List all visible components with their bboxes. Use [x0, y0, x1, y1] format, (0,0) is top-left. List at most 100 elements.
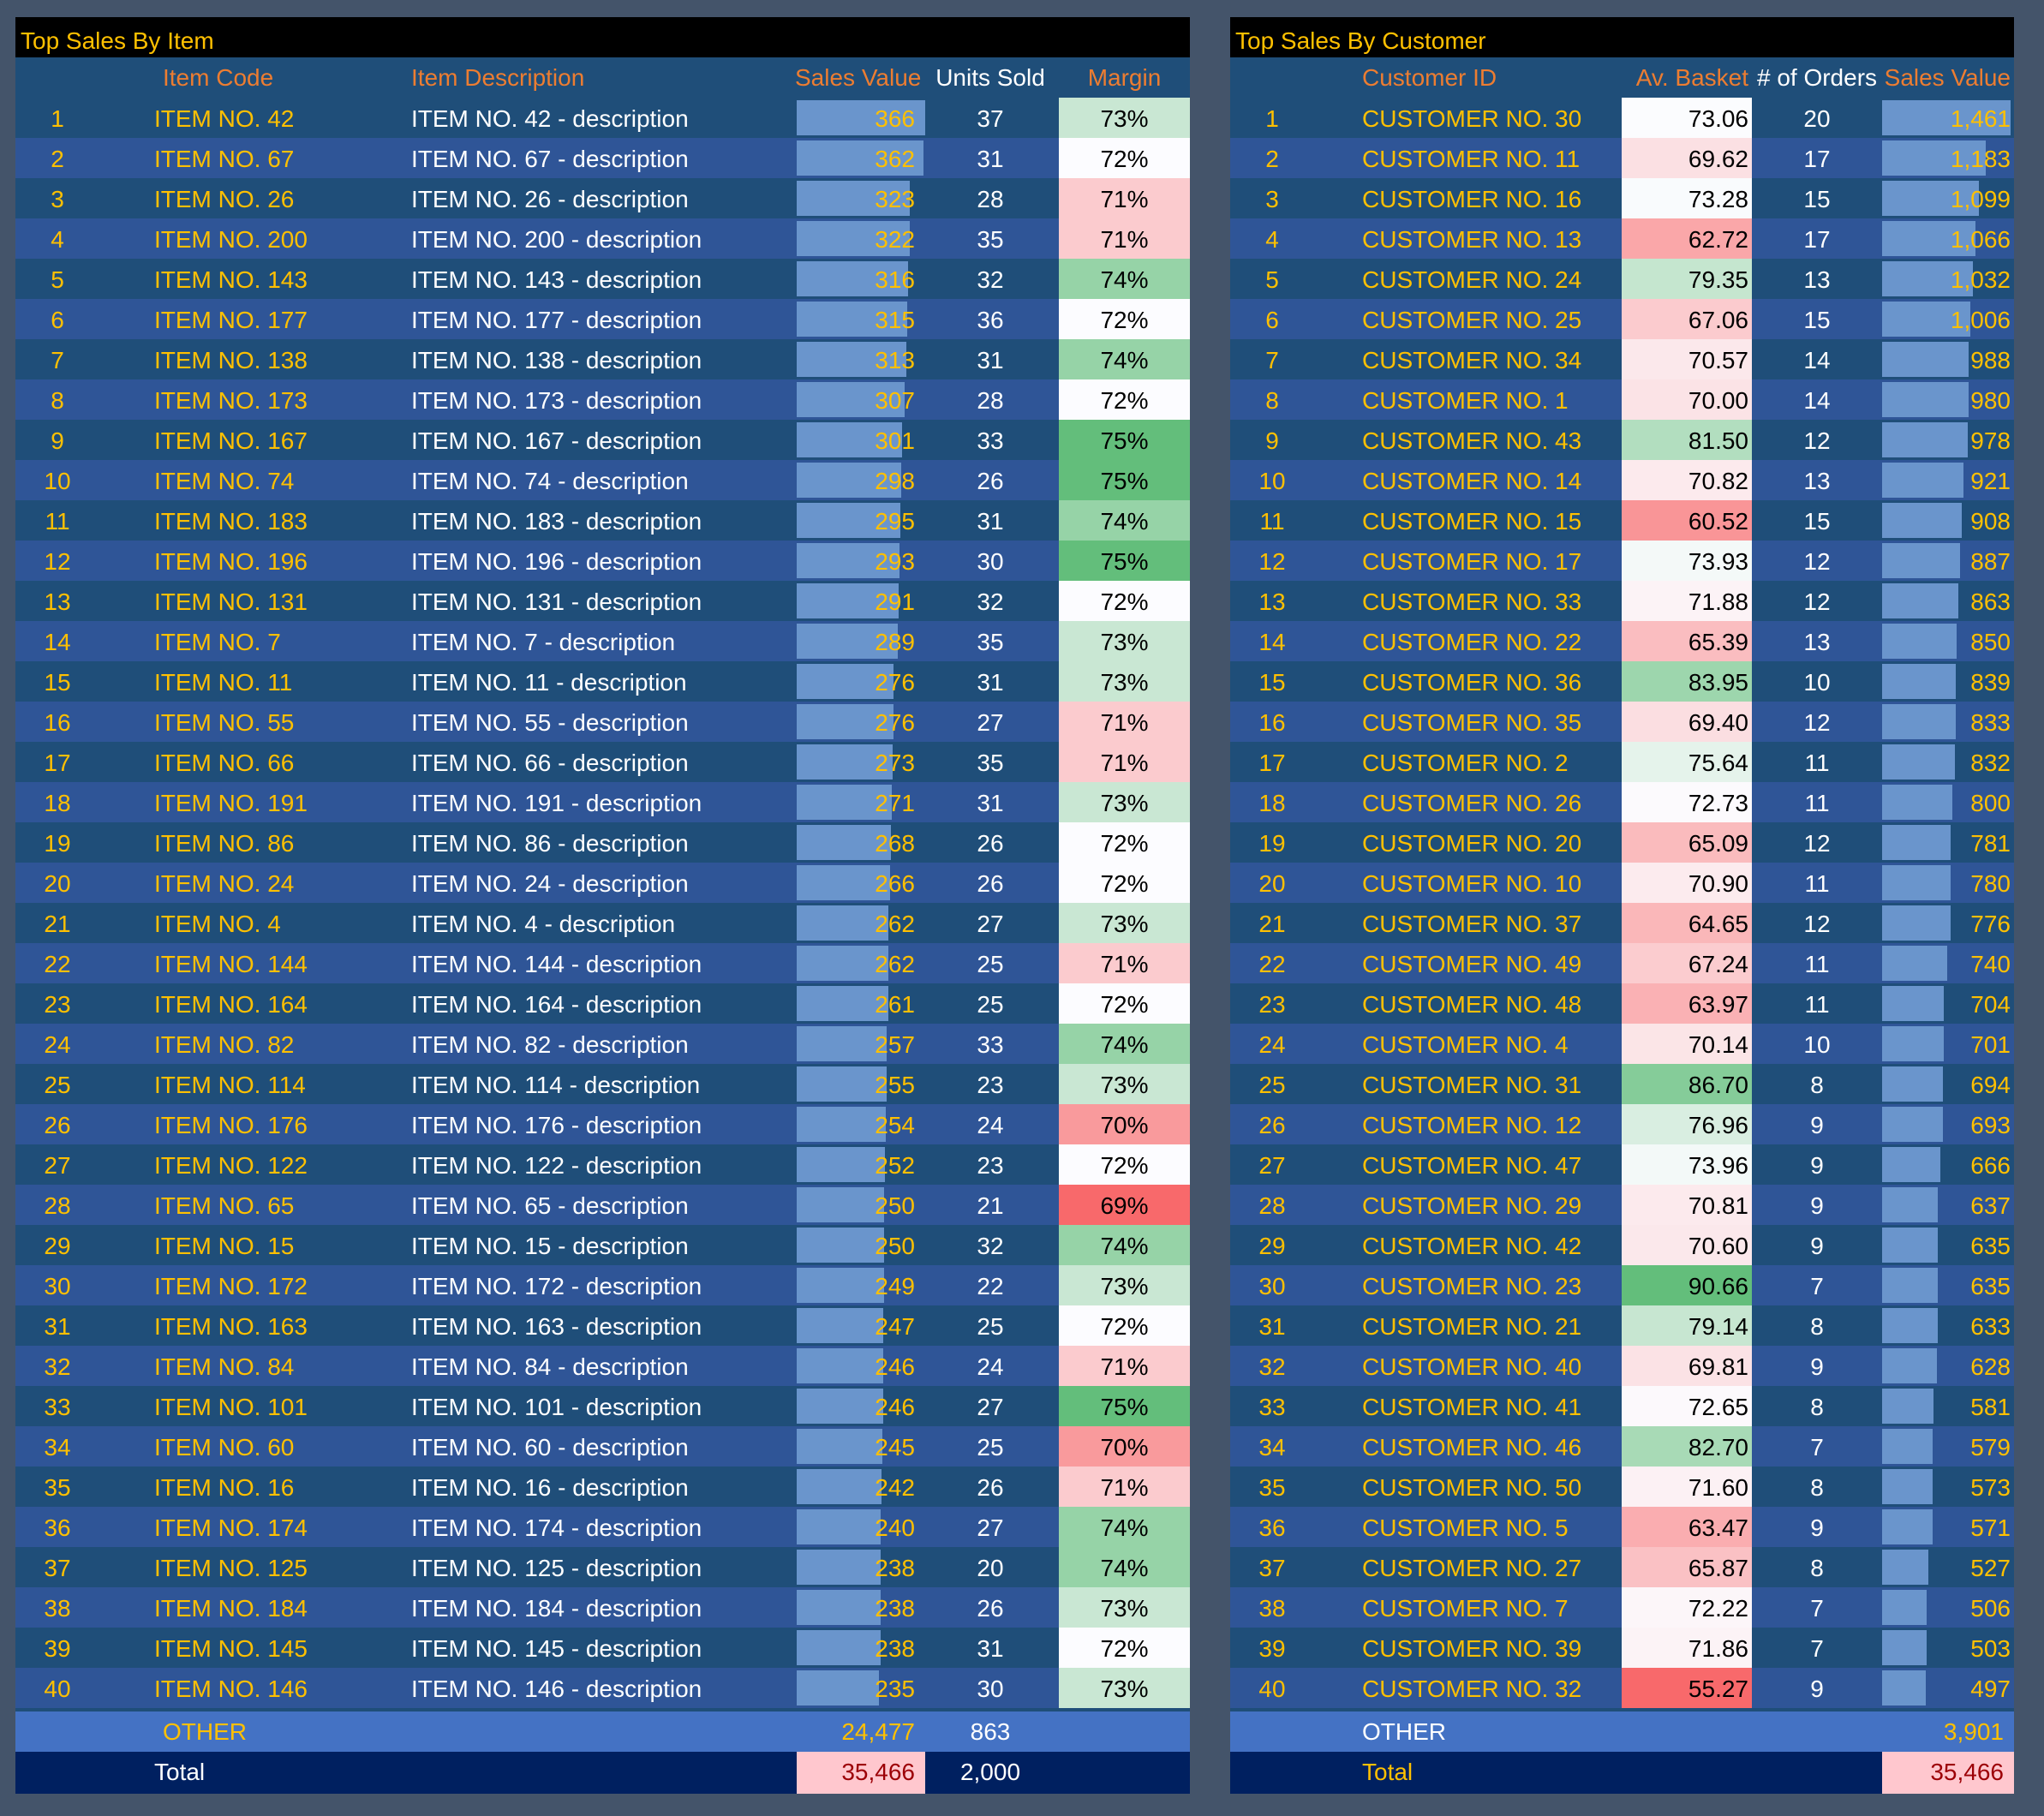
- table-row[interactable]: 38 ITEM NO. 184 ITEM NO. 184 - description…: [15, 1587, 1190, 1628]
- table-row[interactable]: 4 CUSTOMER NO. 13 62.72 17 1,066: [1230, 218, 2014, 259]
- table-row[interactable]: 3 CUSTOMER NO. 16 73.28 15 1,099: [1230, 178, 2014, 218]
- customer-num-orders: 13: [1803, 266, 1831, 293]
- row-rank: 31: [44, 1313, 71, 1340]
- table-row[interactable]: 24 CUSTOMER NO. 4 70.14 10 701: [1230, 1024, 2014, 1064]
- header-margin[interactable]: Margin: [1087, 64, 1162, 91]
- table-row[interactable]: 34 CUSTOMER NO. 46 82.70 7 579: [1230, 1426, 2014, 1467]
- table-row[interactable]: 15 CUSTOMER NO. 36 83.95 10 839: [1230, 661, 2014, 702]
- table-row[interactable]: 13 ITEM NO. 131 ITEM NO. 131 - description…: [15, 581, 1190, 621]
- table-row[interactable]: 29 CUSTOMER NO. 42 70.60 9 635: [1230, 1225, 2014, 1265]
- table-row[interactable]: 40 CUSTOMER NO. 32 55.27 9 497: [1230, 1668, 2014, 1708]
- table-row[interactable]: 17 CUSTOMER NO. 2 75.64 11 832: [1230, 742, 2014, 782]
- table-row[interactable]: 24 ITEM NO. 82 ITEM NO. 82 - description 25…: [15, 1024, 1190, 1064]
- table-row[interactable]: 14 CUSTOMER NO. 22 65.39 13 850: [1230, 621, 2014, 661]
- table-row[interactable]: 36 ITEM NO. 174 ITEM NO. 174 - description…: [15, 1507, 1190, 1547]
- items-total-row[interactable]: Total 35,466 2,000: [15, 1752, 1190, 1794]
- table-row[interactable]: 25 CUSTOMER NO. 31 86.70 8 694: [1230, 1064, 2014, 1104]
- header-customer-id[interactable]: Customer ID: [1362, 64, 1497, 91]
- table-row[interactable]: 8 CUSTOMER NO. 1 70.00 14 980: [1230, 379, 2014, 420]
- table-row[interactable]: 22 CUSTOMER NO. 49 67.24 11 740: [1230, 943, 2014, 983]
- header-sales-value[interactable]: Sales Value: [795, 64, 922, 91]
- table-row[interactable]: 11 CUSTOMER NO. 15 60.52 15 908: [1230, 500, 2014, 541]
- table-row[interactable]: 29 ITEM NO. 15 ITEM NO. 15 - description 25…: [15, 1225, 1190, 1265]
- table-row[interactable]: 9 ITEM NO. 167 ITEM NO. 167 - description 3…: [15, 420, 1190, 460]
- item-sales-value: 266: [875, 870, 915, 897]
- table-row[interactable]: 32 CUSTOMER NO. 40 69.81 9 628: [1230, 1346, 2014, 1386]
- table-row[interactable]: 26 ITEM NO. 176 ITEM NO. 176 - description…: [15, 1104, 1190, 1144]
- customers-other-row[interactable]: OTHER 3,901: [1230, 1711, 2014, 1752]
- table-row[interactable]: 35 CUSTOMER NO. 50 71.60 8 573: [1230, 1467, 2014, 1507]
- table-row[interactable]: 8 ITEM NO. 173 ITEM NO. 173 - description 3…: [15, 379, 1190, 420]
- table-row[interactable]: 9 CUSTOMER NO. 43 81.50 12 978: [1230, 420, 2014, 460]
- table-row[interactable]: 33 ITEM NO. 101 ITEM NO. 101 - description…: [15, 1386, 1190, 1426]
- table-row[interactable]: 26 CUSTOMER NO. 12 76.96 9 693: [1230, 1104, 2014, 1144]
- table-row[interactable]: 38 CUSTOMER NO. 7 72.22 7 506: [1230, 1587, 2014, 1628]
- table-row[interactable]: 21 ITEM NO. 4 ITEM NO. 4 - description 262 2…: [15, 903, 1190, 943]
- header-num-orders[interactable]: # of Orders: [1756, 64, 1878, 91]
- table-row[interactable]: 40 ITEM NO. 146 ITEM NO. 146 - description…: [15, 1668, 1190, 1708]
- table-row[interactable]: 12 ITEM NO. 196 ITEM NO. 196 - description…: [15, 541, 1190, 581]
- table-row[interactable]: 10 CUSTOMER NO. 14 70.82 13 921: [1230, 460, 2014, 500]
- table-row[interactable]: 19 CUSTOMER NO. 20 65.09 12 781: [1230, 822, 2014, 863]
- table-row[interactable]: 10 ITEM NO. 74 ITEM NO. 74 - description 29…: [15, 460, 1190, 500]
- table-row[interactable]: 17 ITEM NO. 66 ITEM NO. 66 - description 27…: [15, 742, 1190, 782]
- table-row[interactable]: 18 ITEM NO. 191 ITEM NO. 191 - description…: [15, 782, 1190, 822]
- item-code: ITEM NO. 174: [154, 1514, 308, 1541]
- table-row[interactable]: 1 CUSTOMER NO. 30 73.06 20 1,461: [1230, 98, 2014, 138]
- table-row[interactable]: 37 CUSTOMER NO. 27 65.87 8 527: [1230, 1547, 2014, 1587]
- table-row[interactable]: 5 ITEM NO. 143 ITEM NO. 143 - description 3…: [15, 259, 1190, 299]
- table-row[interactable]: 35 ITEM NO. 16 ITEM NO. 16 - description 24…: [15, 1467, 1190, 1507]
- table-row[interactable]: 27 ITEM NO. 122 ITEM NO. 122 - description…: [15, 1144, 1190, 1185]
- table-row[interactable]: 15 ITEM NO. 11 ITEM NO. 11 - description 27…: [15, 661, 1190, 702]
- header-item-description[interactable]: Item Description: [411, 64, 585, 91]
- table-row[interactable]: 4 ITEM NO. 200 ITEM NO. 200 - description 3…: [15, 218, 1190, 259]
- row-rank: 16: [1258, 709, 1286, 736]
- table-row[interactable]: 31 ITEM NO. 163 ITEM NO. 163 - description…: [15, 1305, 1190, 1346]
- table-row[interactable]: 7 CUSTOMER NO. 34 70.57 14 988: [1230, 339, 2014, 379]
- table-row[interactable]: 25 ITEM NO. 114 ITEM NO. 114 - description…: [15, 1064, 1190, 1104]
- table-row[interactable]: 32 ITEM NO. 84 ITEM NO. 84 - description 24…: [15, 1346, 1190, 1386]
- table-row[interactable]: 31 CUSTOMER NO. 21 79.14 8 633: [1230, 1305, 2014, 1346]
- items-other-row[interactable]: OTHER 24,477 863: [15, 1711, 1190, 1752]
- table-row[interactable]: 22 ITEM NO. 144 ITEM NO. 144 - description…: [15, 943, 1190, 983]
- table-row[interactable]: 19 ITEM NO. 86 ITEM NO. 86 - description 26…: [15, 822, 1190, 863]
- customers-total-row[interactable]: Total 35,466: [1230, 1752, 2014, 1794]
- customers-other-sales-value: 3,901: [1943, 1718, 2004, 1745]
- table-row[interactable]: 7 ITEM NO. 138 ITEM NO. 138 - description 3…: [15, 339, 1190, 379]
- table-row[interactable]: 1 ITEM NO. 42 ITEM NO. 42 - description 366…: [15, 98, 1190, 138]
- table-row[interactable]: 28 CUSTOMER NO. 29 70.81 9 637: [1230, 1185, 2014, 1225]
- header-units-sold[interactable]: Units Sold: [935, 64, 1045, 91]
- table-row[interactable]: 34 ITEM NO. 60 ITEM NO. 60 - description 24…: [15, 1426, 1190, 1467]
- table-row[interactable]: 5 CUSTOMER NO. 24 79.35 13 1,032: [1230, 259, 2014, 299]
- table-row[interactable]: 12 CUSTOMER NO. 17 73.93 12 887: [1230, 541, 2014, 581]
- table-row[interactable]: 30 ITEM NO. 172 ITEM NO. 172 - description…: [15, 1265, 1190, 1305]
- table-row[interactable]: 2 ITEM NO. 67 ITEM NO. 67 - description 362…: [15, 138, 1190, 178]
- table-row[interactable]: 13 CUSTOMER NO. 33 71.88 12 863: [1230, 581, 2014, 621]
- table-row[interactable]: 6 CUSTOMER NO. 25 67.06 15 1,006: [1230, 299, 2014, 339]
- table-row[interactable]: 2 CUSTOMER NO. 11 69.62 17 1,183: [1230, 138, 2014, 178]
- table-row[interactable]: 39 CUSTOMER NO. 39 71.86 7 503: [1230, 1628, 2014, 1668]
- header-item-code[interactable]: Item Code: [163, 64, 274, 91]
- table-row[interactable]: 3 ITEM NO. 26 ITEM NO. 26 - description 323…: [15, 178, 1190, 218]
- table-row[interactable]: 14 ITEM NO. 7 ITEM NO. 7 - description 289 3…: [15, 621, 1190, 661]
- header-av-basket[interactable]: Av. Basket: [1635, 64, 1748, 91]
- table-row[interactable]: 11 ITEM NO. 183 ITEM NO. 183 - description…: [15, 500, 1190, 541]
- row-rank: 38: [1258, 1595, 1286, 1622]
- table-row[interactable]: 23 ITEM NO. 164 ITEM NO. 164 - description…: [15, 983, 1190, 1024]
- table-row[interactable]: 20 CUSTOMER NO. 10 70.90 11 780: [1230, 863, 2014, 903]
- table-row[interactable]: 21 CUSTOMER NO. 37 64.65 12 776: [1230, 903, 2014, 943]
- header-customer-sales-value[interactable]: Sales Value: [1884, 64, 2011, 91]
- table-row[interactable]: 16 CUSTOMER NO. 35 69.40 12 833: [1230, 702, 2014, 742]
- table-row[interactable]: 39 ITEM NO. 145 ITEM NO. 145 - description…: [15, 1628, 1190, 1668]
- table-row[interactable]: 28 ITEM NO. 65 ITEM NO. 65 - description 25…: [15, 1185, 1190, 1225]
- table-row[interactable]: 27 CUSTOMER NO. 47 73.96 9 666: [1230, 1144, 2014, 1185]
- table-row[interactable]: 18 CUSTOMER NO. 26 72.73 11 800: [1230, 782, 2014, 822]
- table-row[interactable]: 20 ITEM NO. 24 ITEM NO. 24 - description 26…: [15, 863, 1190, 903]
- table-row[interactable]: 36 CUSTOMER NO. 5 63.47 9 571: [1230, 1507, 2014, 1547]
- table-row[interactable]: 30 CUSTOMER NO. 23 90.66 7 635: [1230, 1265, 2014, 1305]
- table-row[interactable]: 16 ITEM NO. 55 ITEM NO. 55 - description 27…: [15, 702, 1190, 742]
- table-row[interactable]: 37 ITEM NO. 125 ITEM NO. 125 - description…: [15, 1547, 1190, 1587]
- table-row[interactable]: 23 CUSTOMER NO. 48 63.97 11 704: [1230, 983, 2014, 1024]
- table-row[interactable]: 6 ITEM NO. 177 ITEM NO. 177 - description 3…: [15, 299, 1190, 339]
- table-row[interactable]: 33 CUSTOMER NO. 41 72.65 8 581: [1230, 1386, 2014, 1426]
